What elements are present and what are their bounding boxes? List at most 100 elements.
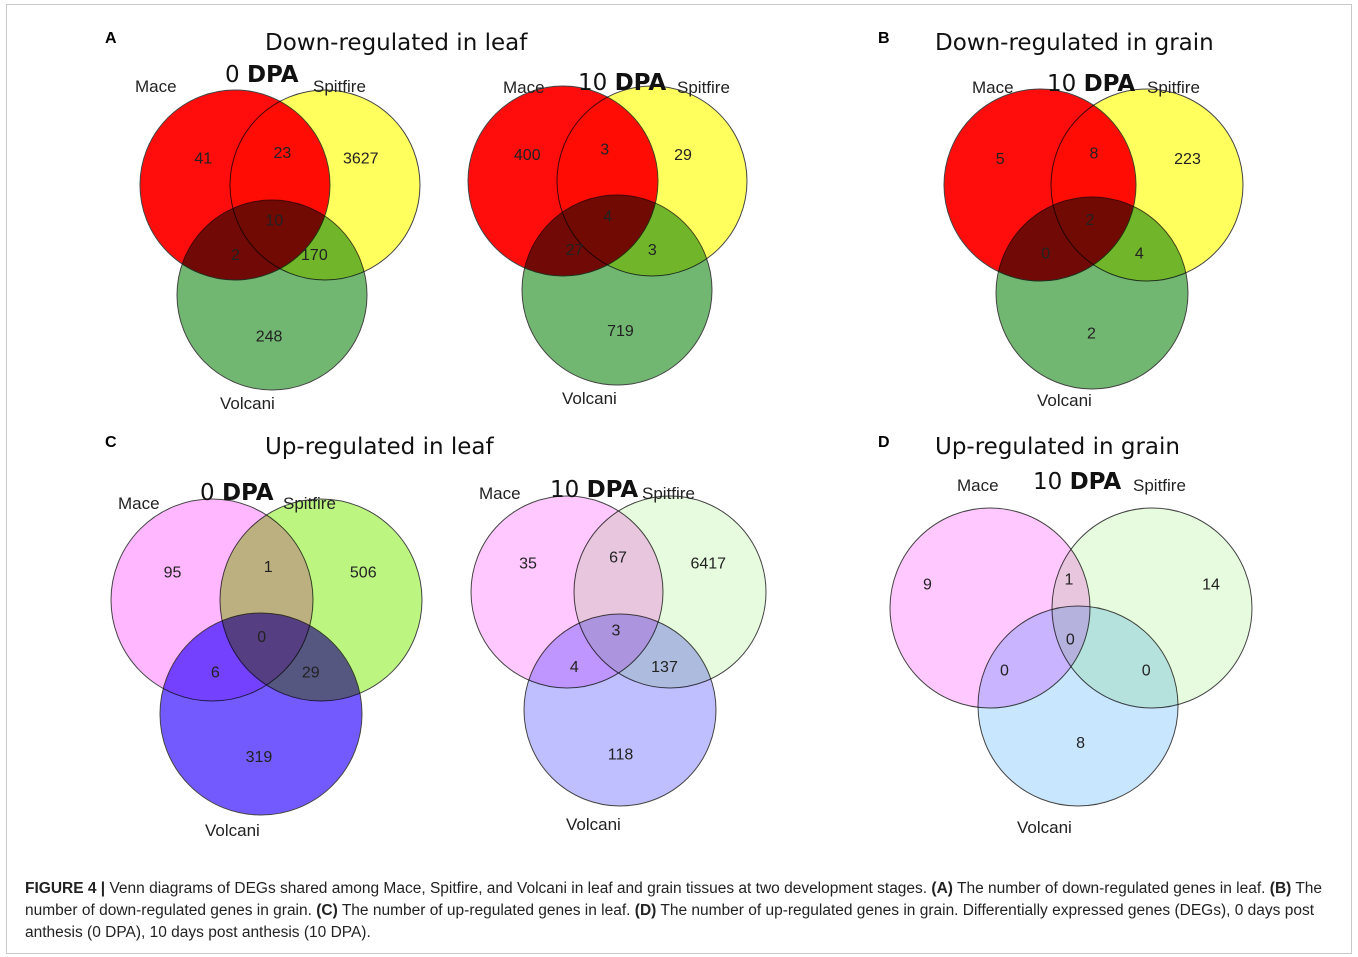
venn-A-10dpa: 400 29 719 3 27 3 4 Mace Spitfire Volcani 10 DPA <box>467 70 748 408</box>
count-mace-only: 41 <box>194 151 212 168</box>
set-label-spitfire: Spitfire <box>677 78 730 97</box>
stage-unit: DPA <box>247 62 299 88</box>
caption-ref-c: (C) <box>316 902 338 919</box>
stage-unit: DPA <box>587 477 639 503</box>
venn-circle-volcani <box>995 196 1189 390</box>
venn-C-10dpa: 35 6417 118 67 4 137 3 Mace Spitfire Volcani 10 DP… <box>470 477 767 834</box>
set-label-mace: Mace <box>957 476 999 495</box>
venn-figure: A Down-regulated in leaf B Down-regulate… <box>105 30 1253 840</box>
venn-circle-volcani <box>159 612 363 816</box>
stage-unit: DPA <box>222 480 274 506</box>
figure-caption: FIGURE 4 | Venn diagrams of DEGs shared … <box>25 878 1325 944</box>
count-mace-only: 35 <box>519 556 537 573</box>
stage-label: 10 DPA <box>1047 71 1135 97</box>
set-label-mace: Mace <box>972 78 1014 97</box>
count-mace-volcani: 2 <box>231 247 240 264</box>
panel-title-c: Up-regulated in leaf <box>265 434 494 460</box>
panel-letter-a: A <box>105 30 117 47</box>
count-mace-volcani: 0 <box>1041 246 1050 263</box>
count-all-three: 3 <box>612 622 621 639</box>
count-mace-only: 9 <box>923 577 932 594</box>
count-spitfire-volcani: 0 <box>1142 662 1151 679</box>
count-mace-only: 95 <box>164 565 182 582</box>
stage-number: 10 <box>1047 71 1084 97</box>
caption-label: FIGURE 4 | <box>25 880 106 897</box>
set-label-mace: Mace <box>503 78 545 97</box>
count-volcani-only: 8 <box>1076 735 1085 752</box>
stage-unit: DPA <box>615 70 667 96</box>
count-spitfire-only: 14 <box>1202 577 1220 594</box>
count-spitfire-volcani: 29 <box>302 664 320 681</box>
count-volcani-only: 319 <box>246 749 273 766</box>
panel-letter-d: D <box>878 434 890 451</box>
stage-label: 10 DPA <box>550 477 638 503</box>
panel-title-b: Down-regulated in grain <box>935 30 1214 56</box>
count-all-three: 4 <box>603 208 612 225</box>
caption-text-c: The number of up-regulated genes in leaf… <box>341 902 631 919</box>
stage-unit: DPA <box>1084 71 1136 97</box>
count-all-three: 0 <box>257 629 266 646</box>
set-label-spitfire: Spitfire <box>313 77 366 96</box>
set-label-volcani: Volcani <box>1037 391 1092 410</box>
stage-number: 10 <box>1033 469 1070 495</box>
set-label-spitfire: Spitfire <box>642 484 695 503</box>
figure-frame <box>6 4 1352 954</box>
count-spitfire-only: 506 <box>350 565 377 582</box>
caption-ref-d: (D) <box>634 902 657 919</box>
count-mace-only: 5 <box>996 151 1005 168</box>
set-label-volcani: Volcani <box>205 821 260 840</box>
stage-number: 10 <box>578 70 615 96</box>
count-mace-spitfire: 23 <box>274 145 292 162</box>
count-all-three: 10 <box>265 213 283 230</box>
count-spitfire-volcani: 170 <box>301 247 328 264</box>
count-spitfire-only: 29 <box>674 147 692 164</box>
count-mace-volcani: 6 <box>211 664 220 681</box>
venn-B-10dpa: 5 223 2 8 0 4 2 Mace Spitfire Volcani 10 DPA <box>943 71 1244 410</box>
panel-letter-b: B <box>878 30 890 47</box>
caption-intro: Venn diagrams of DEGs shared among Mace,… <box>109 880 928 897</box>
venn-circle-volcani <box>977 605 1179 807</box>
stage-label: 0 DPA <box>200 480 274 506</box>
set-label-spitfire: Spitfire <box>1147 78 1200 97</box>
count-mace-spitfire: 8 <box>1089 146 1098 163</box>
venn-circle-volcani <box>176 199 368 391</box>
set-label-mace: Mace <box>479 484 521 503</box>
count-all-three: 2 <box>1086 212 1095 229</box>
caption-ref-a: (A) <box>931 880 953 897</box>
count-spitfire-volcani: 3 <box>648 242 657 259</box>
venn-A-0dpa: 41 3627 248 23 2 170 10 Mace Spitfire Volcani 0 DP… <box>135 62 421 413</box>
count-mace-spitfire: 1 <box>264 559 273 576</box>
stage-number: 10 <box>550 477 587 503</box>
stage-label: 0 DPA <box>225 62 299 88</box>
panel-letter-c: C <box>105 434 117 451</box>
caption-text-b: The number of down-regulated genes in gr… <box>25 880 1323 919</box>
venn-circle-volcani <box>521 194 713 386</box>
count-spitfire-only: 223 <box>1174 151 1201 168</box>
panel-title-a: Down-regulated in leaf <box>265 30 528 56</box>
count-mace-spitfire: 1 <box>1064 572 1073 589</box>
count-volcani-only: 118 <box>608 746 634 763</box>
count-mace-volcani: 4 <box>570 659 579 676</box>
set-label-volcani: Volcani <box>1017 818 1072 837</box>
count-mace-volcani: 0 <box>1000 662 1009 679</box>
set-label-mace: Mace <box>118 494 160 513</box>
stage-label: 10 DPA <box>1033 469 1121 495</box>
panel-title-d: Up-regulated in grain <box>935 434 1180 460</box>
caption-text-d: The number of up-regulated genes in grai… <box>25 902 1315 941</box>
set-label-volcani: Volcani <box>220 394 275 413</box>
count-mace-spitfire: 3 <box>600 141 609 158</box>
caption-ref-b: (B) <box>1269 880 1292 897</box>
count-mace-only: 400 <box>514 147 541 164</box>
count-mace-volcani: 27 <box>566 242 584 259</box>
set-label-spitfire: Spitfire <box>1133 476 1186 495</box>
count-all-three: 0 <box>1066 632 1075 649</box>
set-label-spitfire: Spitfire <box>283 494 336 513</box>
set-label-volcani: Volcani <box>566 815 621 834</box>
count-mace-spitfire: 67 <box>609 550 627 567</box>
count-volcani-only: 2 <box>1087 326 1096 343</box>
set-label-volcani: Volcani <box>562 389 617 408</box>
stage-number: 0 <box>225 62 247 88</box>
